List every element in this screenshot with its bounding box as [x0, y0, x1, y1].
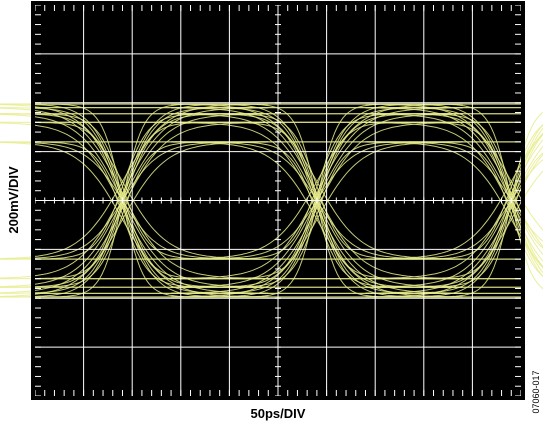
figure-id: 07060-017 [531, 370, 541, 413]
eye-falling-edge [365, 107, 543, 248]
eye-falling-edge [365, 113, 543, 249]
scope-screen [0, 1, 543, 400]
eye-falling-edge [365, 103, 543, 268]
eye-falling-edge [365, 122, 543, 262]
x-axis-label: 50ps/DIV [251, 406, 306, 421]
screen-frame [31, 1, 525, 400]
eye-falling-edge [365, 141, 543, 269]
eye-falling-edge [365, 141, 543, 277]
eye-falling-edge [365, 103, 543, 231]
y-axis-label: 200mV/DIV [6, 166, 21, 234]
